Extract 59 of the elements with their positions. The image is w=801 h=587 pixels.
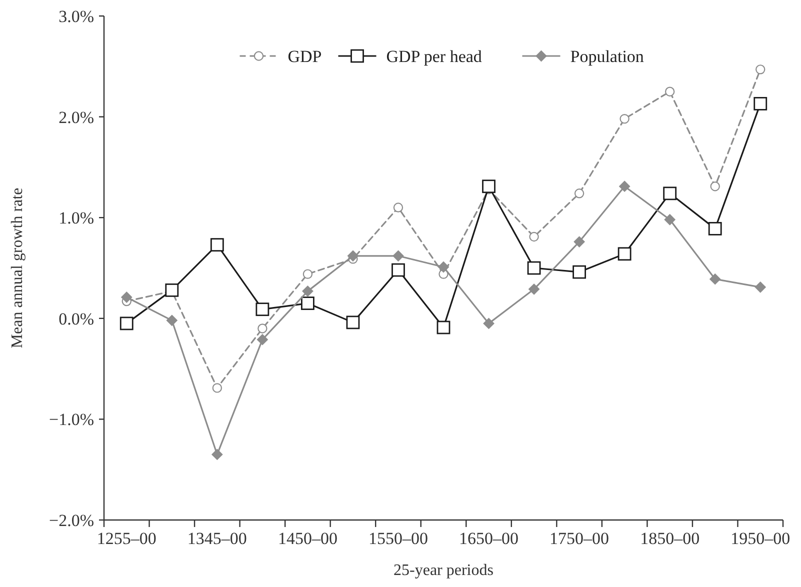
x-tick-label: 1550–00 <box>368 529 428 548</box>
point <box>574 236 585 248</box>
point <box>165 283 179 297</box>
x-tick-label: 1750–00 <box>550 529 610 548</box>
x-tick-label: 1650–00 <box>459 529 519 548</box>
point <box>483 318 494 329</box>
point <box>619 180 630 192</box>
point <box>754 96 768 110</box>
point <box>121 292 132 303</box>
point <box>482 180 496 194</box>
point <box>258 324 268 334</box>
y-tick-label: 1.0% <box>58 208 94 228</box>
point <box>618 247 632 261</box>
point <box>438 261 449 272</box>
x-axis-title: 25-year periods <box>394 562 494 579</box>
x-tick-label: 1255–00 <box>96 529 156 548</box>
point <box>302 286 314 297</box>
point <box>572 265 586 279</box>
y-tick-label: 0.0% <box>58 309 94 328</box>
point <box>120 316 134 330</box>
y-axis-title: Mean annual growth rate <box>9 188 26 348</box>
y-tick-label: −2.0% <box>49 510 94 530</box>
y-tick-label: −1.0% <box>49 410 94 430</box>
point <box>620 114 630 124</box>
point <box>754 282 766 293</box>
x-tick-label: 1950–00 <box>730 529 790 548</box>
point <box>710 274 721 285</box>
legend-label: Population <box>570 46 644 66</box>
point <box>256 334 268 346</box>
point <box>663 186 677 200</box>
point <box>346 316 360 330</box>
x-tick-label: 1850–00 <box>640 529 700 548</box>
x-tick-label: 1345–00 <box>187 529 247 548</box>
point <box>664 214 676 226</box>
point <box>393 202 404 212</box>
point <box>756 64 766 74</box>
point <box>301 296 314 310</box>
point <box>436 320 450 334</box>
point <box>528 284 540 295</box>
point <box>527 261 541 275</box>
point <box>664 86 675 96</box>
point <box>212 448 223 460</box>
point <box>574 188 584 198</box>
point <box>392 263 405 277</box>
point <box>256 302 270 316</box>
y-tick-label: 3.0% <box>58 6 94 26</box>
point <box>166 314 178 326</box>
point <box>210 238 224 252</box>
x-tick-label: 1450–00 <box>278 529 338 548</box>
legend-label: GDP per head <box>386 46 482 66</box>
point <box>212 383 222 393</box>
y-tick-label: 2.0% <box>58 108 94 127</box>
point <box>347 250 358 262</box>
point <box>392 250 404 262</box>
point <box>302 269 313 279</box>
legend-label: GDP <box>288 46 322 66</box>
point <box>708 222 722 236</box>
point <box>529 232 539 242</box>
point <box>710 182 720 192</box>
